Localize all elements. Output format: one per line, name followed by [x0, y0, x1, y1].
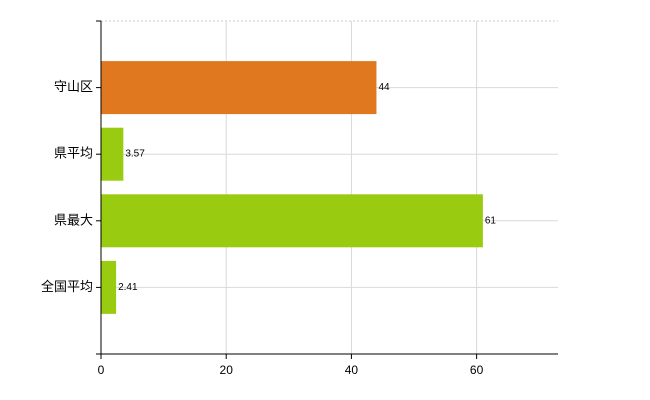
data-label: 44	[378, 82, 390, 93]
bar	[101, 194, 483, 248]
bar	[101, 260, 117, 314]
data-label: 3.57	[125, 149, 145, 160]
x-tick-label: 20	[220, 363, 234, 377]
bar	[101, 61, 377, 115]
category-label: 全国平均	[41, 279, 93, 295]
category-label: 県最大	[54, 213, 93, 228]
axis-layer	[96, 20, 558, 359]
category-label: 県平均	[54, 147, 93, 162]
data-label: 61	[485, 215, 497, 226]
bars-layer	[101, 61, 483, 314]
x-tick-label: 60	[470, 363, 484, 377]
bar	[101, 127, 124, 181]
x-tick-label: 0	[98, 363, 105, 377]
x-tick-label: 40	[345, 363, 359, 377]
category-label: 守山区	[54, 80, 93, 95]
data-label: 2.41	[118, 282, 138, 293]
